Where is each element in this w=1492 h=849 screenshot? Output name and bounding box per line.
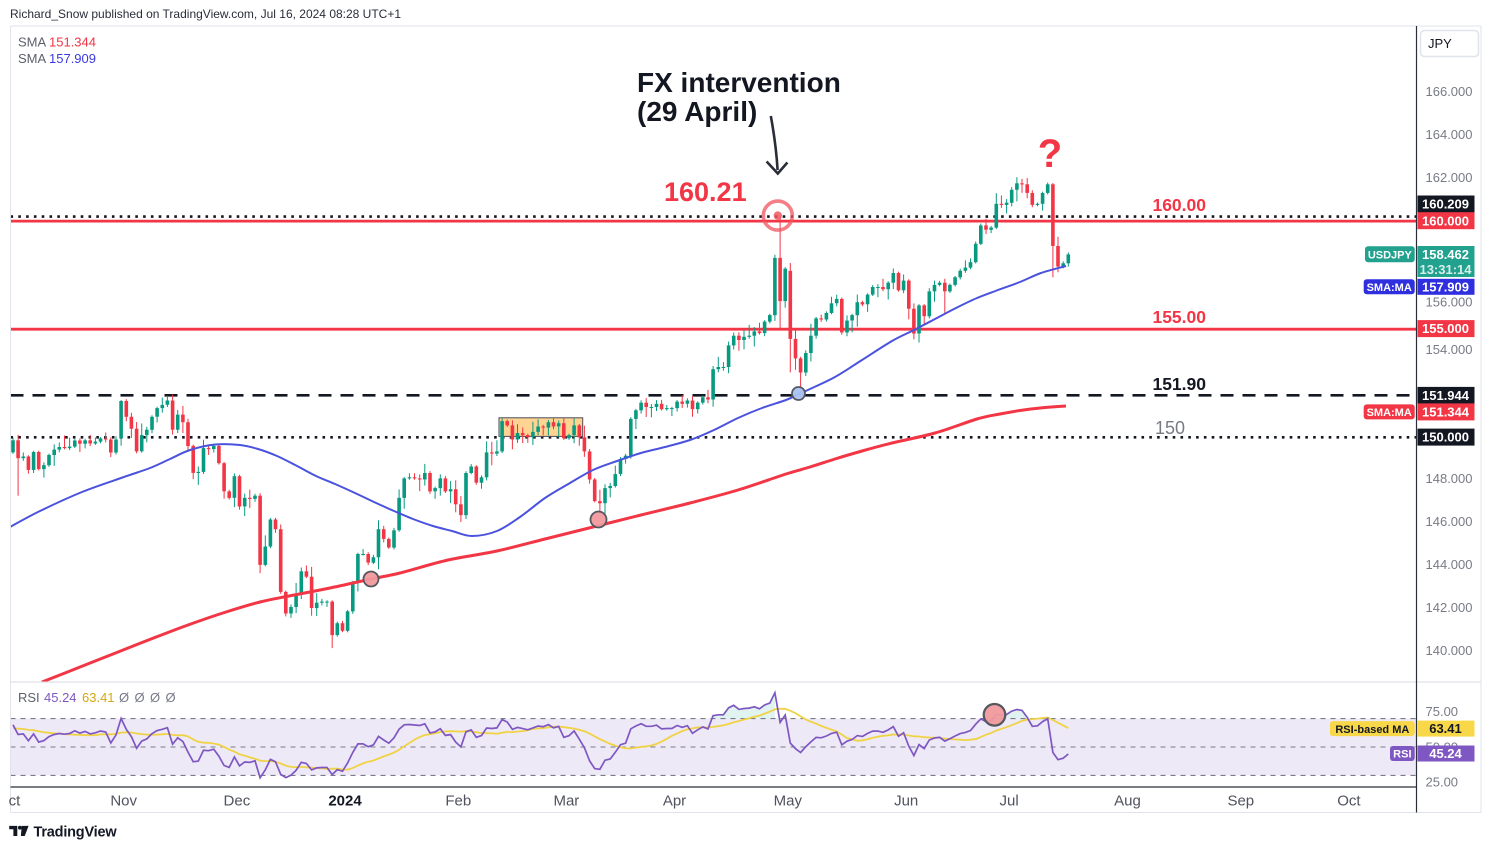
svg-text:151.90: 151.90 bbox=[1152, 374, 1206, 394]
svg-text:Feb: Feb bbox=[445, 793, 471, 810]
svg-text:25.00: 25.00 bbox=[1426, 775, 1459, 790]
svg-text:142.000: 142.000 bbox=[1426, 600, 1473, 615]
svg-text:146.000: 146.000 bbox=[1426, 514, 1473, 529]
svg-text:150: 150 bbox=[1155, 418, 1185, 438]
svg-text:RSI: RSI bbox=[1393, 749, 1411, 761]
svg-text:TradingView: TradingView bbox=[34, 825, 118, 841]
svg-text:FX intervention: FX intervention bbox=[637, 67, 841, 98]
svg-text:160.21: 160.21 bbox=[664, 177, 747, 207]
svg-text:166.000: 166.000 bbox=[1426, 84, 1473, 99]
svg-text:RSI: RSI bbox=[18, 690, 40, 705]
svg-text:157.909: 157.909 bbox=[1422, 279, 1469, 294]
svg-text:154.000: 154.000 bbox=[1426, 342, 1473, 357]
svg-text:Richard_Snow published on Trad: Richard_Snow published on TradingView.co… bbox=[10, 7, 401, 21]
svg-text:Jun: Jun bbox=[894, 793, 918, 810]
svg-text:Ø: Ø bbox=[135, 690, 145, 705]
svg-text:ct: ct bbox=[9, 793, 22, 810]
svg-text:155.00: 155.00 bbox=[1152, 307, 1206, 327]
svg-text:151.344: 151.344 bbox=[1422, 405, 1470, 420]
svg-text:162.000: 162.000 bbox=[1426, 170, 1473, 185]
svg-text:164.000: 164.000 bbox=[1426, 127, 1473, 142]
svg-text:SMA: SMA bbox=[18, 35, 47, 50]
svg-text:Mar: Mar bbox=[553, 793, 579, 810]
svg-text:SMA:MA: SMA:MA bbox=[1367, 282, 1412, 294]
svg-text:45.24: 45.24 bbox=[44, 690, 77, 705]
svg-text:157.909: 157.909 bbox=[49, 51, 96, 66]
svg-text:63.41: 63.41 bbox=[1429, 721, 1462, 736]
svg-text:140.000: 140.000 bbox=[1426, 643, 1473, 658]
svg-text:Ø: Ø bbox=[150, 690, 160, 705]
svg-text:Sep: Sep bbox=[1227, 793, 1254, 810]
svg-text:SMA: SMA bbox=[18, 51, 47, 66]
svg-text:75.00: 75.00 bbox=[1426, 704, 1459, 719]
svg-text:160.209: 160.209 bbox=[1422, 197, 1469, 212]
svg-text:May: May bbox=[774, 793, 803, 810]
svg-text:JPY: JPY bbox=[1428, 36, 1452, 51]
svg-text:156.000: 156.000 bbox=[1426, 295, 1473, 310]
svg-text:USDJPY: USDJPY bbox=[1368, 249, 1413, 261]
svg-text:?: ? bbox=[1038, 132, 1062, 176]
svg-text:Jul: Jul bbox=[1000, 793, 1019, 810]
svg-text:Aug: Aug bbox=[1114, 793, 1141, 810]
svg-text:148.000: 148.000 bbox=[1426, 471, 1473, 486]
svg-text:160.000: 160.000 bbox=[1422, 213, 1469, 228]
svg-text:144.000: 144.000 bbox=[1426, 557, 1473, 572]
svg-text:151.344: 151.344 bbox=[49, 35, 96, 50]
svg-text:151.944: 151.944 bbox=[1422, 388, 1470, 403]
svg-text:158.462: 158.462 bbox=[1422, 247, 1469, 262]
svg-text:Ø: Ø bbox=[166, 690, 176, 705]
svg-text:13:31:14: 13:31:14 bbox=[1419, 262, 1472, 277]
svg-text:63.41: 63.41 bbox=[82, 690, 115, 705]
svg-text:Oct: Oct bbox=[1337, 793, 1361, 810]
svg-text:45.24: 45.24 bbox=[1429, 746, 1462, 761]
svg-text:2024: 2024 bbox=[328, 793, 362, 810]
svg-text:SMA:MA: SMA:MA bbox=[1367, 407, 1412, 419]
svg-text:Nov: Nov bbox=[110, 793, 137, 810]
svg-text:Apr: Apr bbox=[663, 793, 686, 810]
svg-text:RSI-based MA: RSI-based MA bbox=[1335, 724, 1409, 736]
svg-text:(29 April): (29 April) bbox=[637, 96, 757, 127]
svg-text:150.000: 150.000 bbox=[1422, 430, 1469, 445]
svg-text:Ø: Ø bbox=[119, 690, 129, 705]
svg-text:155.000: 155.000 bbox=[1422, 321, 1469, 336]
svg-text:Dec: Dec bbox=[224, 793, 251, 810]
svg-text:160.00: 160.00 bbox=[1152, 195, 1206, 215]
